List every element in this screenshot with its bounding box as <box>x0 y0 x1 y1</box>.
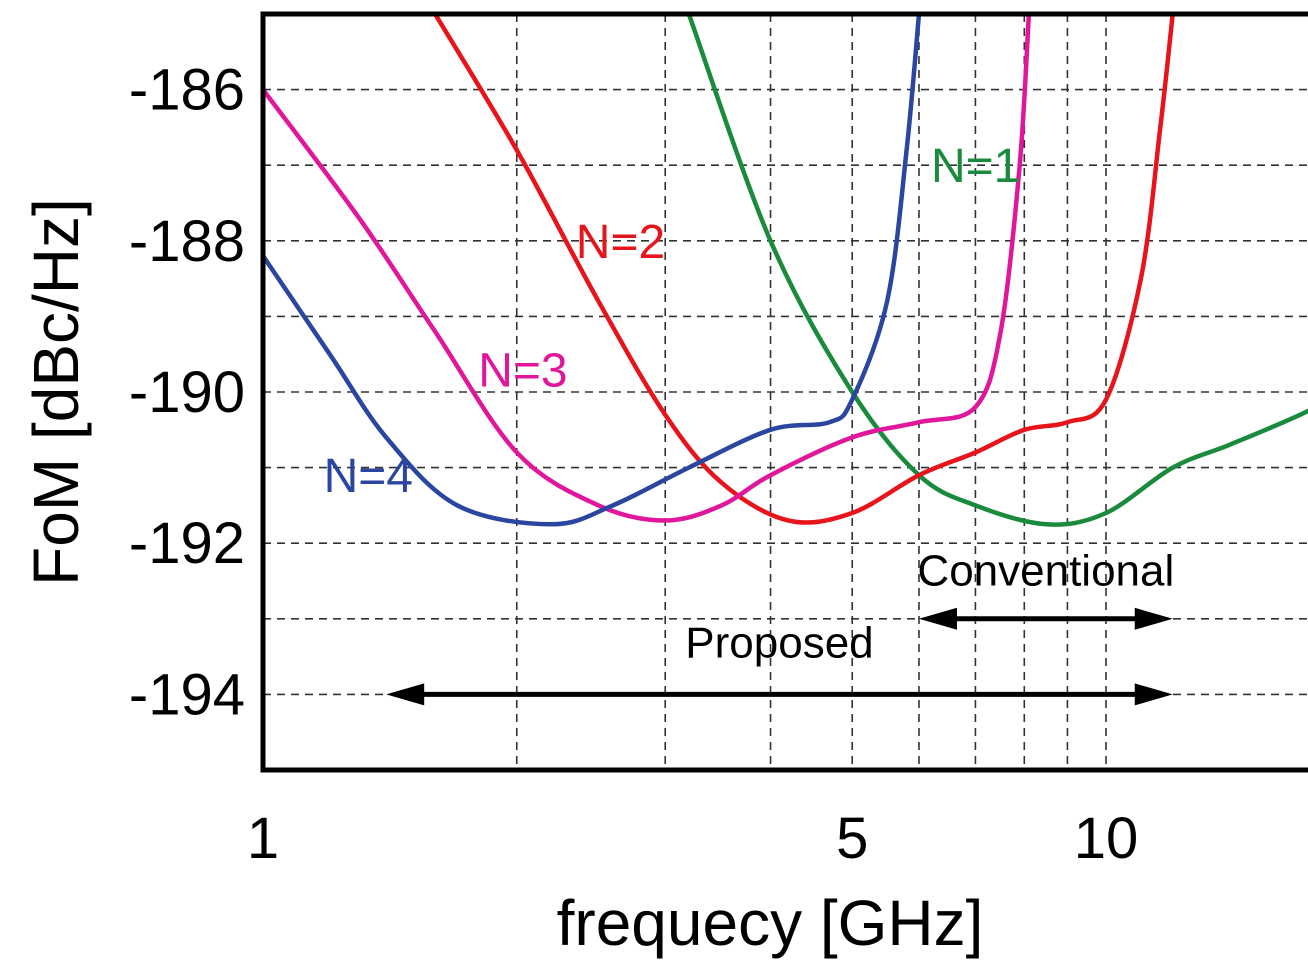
series-line-n3 <box>263 14 1032 523</box>
x-tick-label: 5 <box>836 806 868 871</box>
arrow-head-left <box>386 683 425 706</box>
range-annotations: Conventional Proposed <box>386 547 1174 706</box>
arrow-head-left <box>918 607 957 630</box>
series-labels: N=1 N=2 N=3 N=4 <box>324 140 1021 503</box>
x-tick-label: 1 <box>247 806 279 871</box>
series-curves <box>263 14 1308 527</box>
x-axis-label: frequecy [GHz] <box>557 887 984 959</box>
series-line-n1 <box>686 14 1308 527</box>
arrow-head-right <box>1134 607 1173 630</box>
y-tick-label: -190 <box>129 360 245 425</box>
arrow-head-right <box>1134 683 1173 706</box>
y-tick-label: -192 <box>129 511 245 576</box>
series-line-n4 <box>263 14 922 527</box>
annotation-proposed: Proposed <box>386 618 1173 706</box>
annotation-label-proposed: Proposed <box>685 618 873 667</box>
series-label-n4: N=4 <box>324 450 413 503</box>
series-label-n1: N=1 <box>931 140 1020 193</box>
y-tick-label: -188 <box>129 209 245 274</box>
y-tick-label: -186 <box>129 58 245 123</box>
annotation-conventional: Conventional <box>917 547 1174 630</box>
series-line-n2 <box>432 14 1175 525</box>
tick-labels: -186 -188 -190 -192 -194 1 5 10 <box>129 58 1138 871</box>
plot-frame <box>260 11 1308 773</box>
x-tick-label: 10 <box>1074 806 1139 871</box>
y-axis-label: FoM [dBc/Hz] <box>20 198 92 586</box>
series-label-n3: N=3 <box>478 344 567 397</box>
y-tick-label: -194 <box>129 662 245 727</box>
annotation-label-conventional: Conventional <box>917 547 1174 596</box>
series-label-n2: N=2 <box>576 216 665 269</box>
